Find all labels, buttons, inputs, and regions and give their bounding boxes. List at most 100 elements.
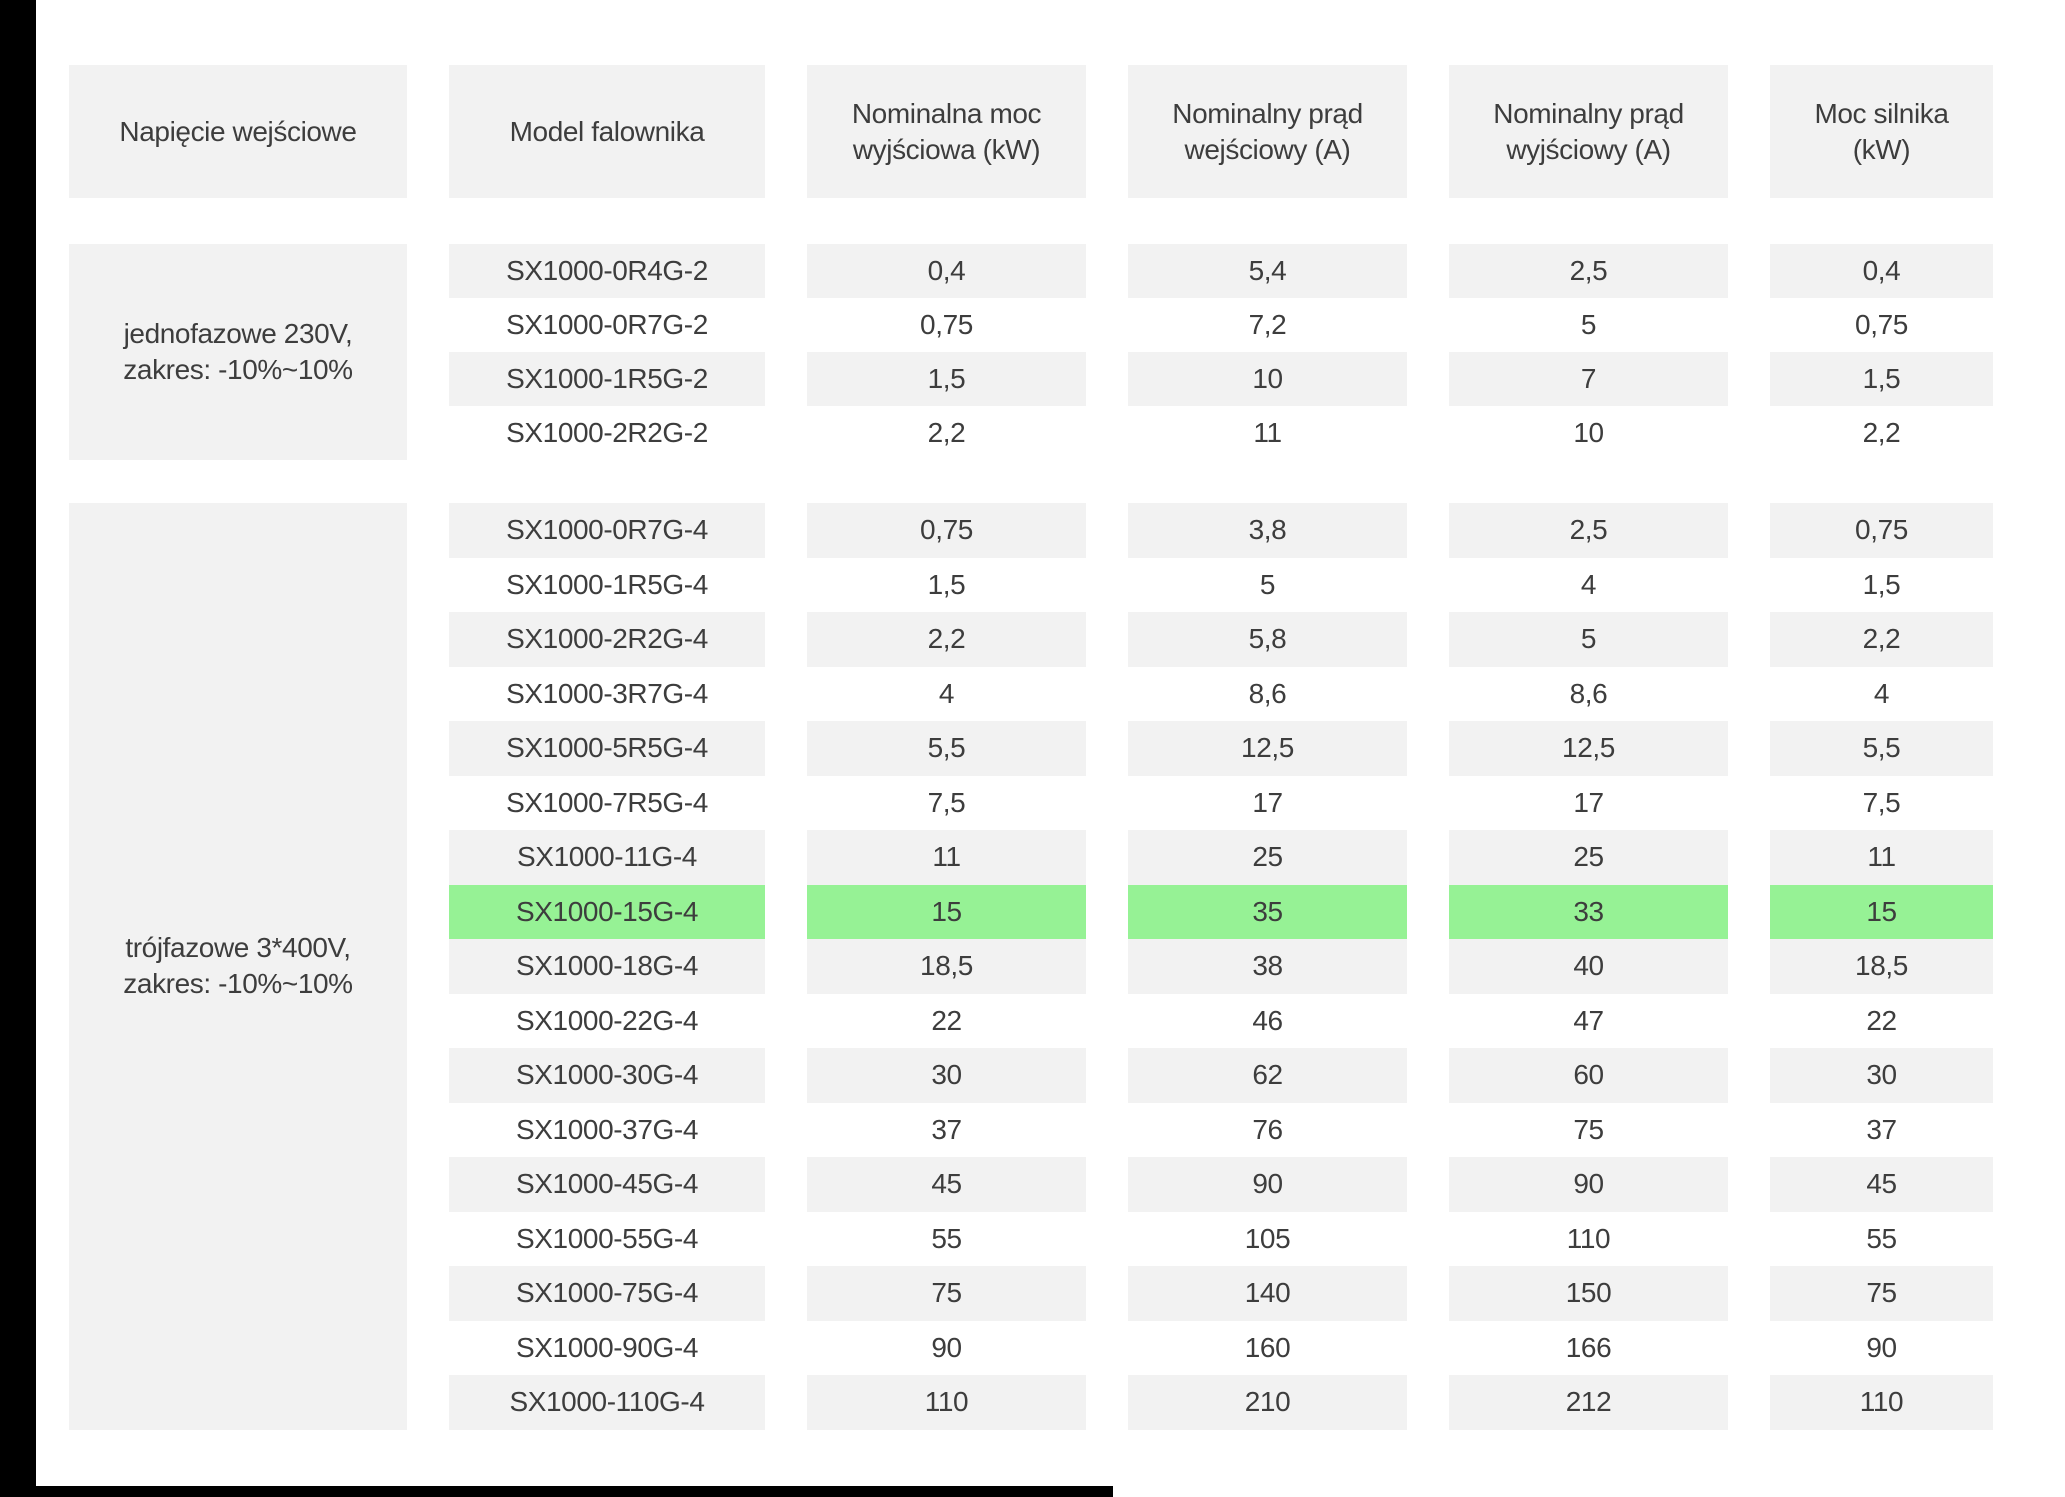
model-cell: SX1000-110G-4 xyxy=(449,1375,765,1430)
value-cell: 0,75 xyxy=(807,298,1086,352)
model-cell: SX1000-15G-4 xyxy=(449,884,765,939)
value-cell: 11 xyxy=(1128,406,1407,460)
value-cell: 105 xyxy=(1128,1211,1407,1266)
model-cell: SX1000-2R2G-4 xyxy=(449,612,765,667)
value-cell: 110 xyxy=(1770,1375,1993,1430)
value-cell: 12,5 xyxy=(1128,721,1407,776)
value-cell: 38 xyxy=(1128,939,1407,994)
voltage-group-label: trójfazowe 3*400V, zakres: -10%~10% xyxy=(69,503,407,1430)
value-cell: 17 xyxy=(1449,775,1728,830)
value-cell: 22 xyxy=(807,993,1086,1048)
value-cell: 25 xyxy=(1128,830,1407,885)
value-cell: 5 xyxy=(1449,298,1728,352)
column-header-moc-silnika: Moc silnika (kW) xyxy=(1770,65,1993,198)
value-cell: 15 xyxy=(807,884,1086,939)
value-cell: 5,5 xyxy=(1770,721,1993,776)
model-cell: SX1000-55G-4 xyxy=(449,1211,765,1266)
voltage-group-label-line: trójfazowe 3*400V, xyxy=(125,932,351,964)
model-cell: SX1000-30G-4 xyxy=(449,1048,765,1103)
voltage-group-label-line: jednofazowe 230V, xyxy=(123,318,353,349)
value-cell: 90 xyxy=(807,1320,1086,1375)
model-cell: SX1000-18G-4 xyxy=(449,939,765,994)
value-cell: 0,75 xyxy=(1770,298,1993,352)
value-cell: 90 xyxy=(1770,1320,1993,1375)
value-cell: 5 xyxy=(1449,612,1728,667)
value-cell: 8,6 xyxy=(1449,666,1728,721)
value-cell: 40 xyxy=(1449,939,1728,994)
value-cell: 7,5 xyxy=(1770,775,1993,830)
voltage-group-label-line: zakres: -10%~10% xyxy=(123,354,353,385)
value-cell: 45 xyxy=(1770,1157,1993,1212)
value-cell: 15 xyxy=(1770,884,1993,939)
value-cell: 0,75 xyxy=(1770,503,1993,558)
column-header-line: Nominalny prąd xyxy=(1172,97,1363,129)
value-cell: 55 xyxy=(1770,1211,1993,1266)
value-cell: 1,5 xyxy=(1770,557,1993,612)
value-cell: 8,6 xyxy=(1128,666,1407,721)
value-cell: 10 xyxy=(1128,352,1407,406)
column-header-napiecie-wejsciowe: Napięcie wejściowe xyxy=(69,65,407,198)
value-cell: 0,4 xyxy=(1770,244,1993,298)
model-cell: SX1000-22G-4 xyxy=(449,993,765,1048)
value-cell: 2,5 xyxy=(1449,503,1728,558)
value-cell: 2,2 xyxy=(807,612,1086,667)
value-cell: 25 xyxy=(1449,830,1728,885)
value-cell: 2,2 xyxy=(807,406,1086,460)
value-cell: 22 xyxy=(1770,993,1993,1048)
value-cell: 5 xyxy=(1128,557,1407,612)
model-cell: SX1000-5R5G-4 xyxy=(449,721,765,776)
model-cell: SX1000-45G-4 xyxy=(449,1157,765,1212)
value-cell: 3,8 xyxy=(1128,503,1407,558)
value-cell: 1,5 xyxy=(807,557,1086,612)
column-header-line: wyjściowa (kW) xyxy=(852,133,1041,165)
value-cell: 75 xyxy=(1770,1266,1993,1321)
column-header-model-falownika: Model falownika xyxy=(449,65,765,198)
model-cell: SX1000-7R5G-4 xyxy=(449,775,765,830)
value-cell: 76 xyxy=(1128,1102,1407,1157)
column-header-line: wejściowy (A) xyxy=(1184,133,1351,165)
column-header-line: (kW) xyxy=(1852,133,1911,165)
column-header-line: Model falownika xyxy=(509,115,705,147)
value-cell: 166 xyxy=(1449,1320,1728,1375)
value-cell: 12,5 xyxy=(1449,721,1728,776)
value-cell: 5,5 xyxy=(807,721,1086,776)
value-cell: 2,2 xyxy=(1770,406,1993,460)
model-cell: SX1000-3R7G-4 xyxy=(449,666,765,721)
value-cell: 110 xyxy=(807,1375,1086,1430)
value-cell: 5,8 xyxy=(1128,612,1407,667)
value-cell: 75 xyxy=(807,1266,1086,1321)
value-cell: 4 xyxy=(807,666,1086,721)
value-cell: 150 xyxy=(1449,1266,1728,1321)
value-cell: 160 xyxy=(1128,1320,1407,1375)
left-edge-bar xyxy=(0,0,36,1497)
value-cell: 17 xyxy=(1128,775,1407,830)
value-cell: 37 xyxy=(1770,1102,1993,1157)
value-cell: 90 xyxy=(1449,1157,1728,1212)
value-cell: 110 xyxy=(1449,1211,1728,1266)
column-header-line: wyjściowy (A) xyxy=(1506,133,1671,165)
model-cell: SX1000-37G-4 xyxy=(449,1102,765,1157)
voltage-group-label-line: zakres: -10%~10% xyxy=(123,968,353,1000)
value-cell: 7,2 xyxy=(1128,298,1407,352)
model-cell: SX1000-0R4G-2 xyxy=(449,244,765,298)
value-cell: 4 xyxy=(1449,557,1728,612)
value-cell: 5,4 xyxy=(1128,244,1407,298)
model-cell: SX1000-1R5G-2 xyxy=(449,352,765,406)
bottom-edge-bar xyxy=(36,1486,1113,1497)
column-header-nominalny-prad-wejsciowy: Nominalny prąd wejściowy (A) xyxy=(1128,65,1407,198)
voltage-group-label: jednofazowe 230V, zakres: -10%~10% xyxy=(69,244,407,460)
model-cell: SX1000-90G-4 xyxy=(449,1320,765,1375)
column-header-nominalny-prad-wyjsciowy: Nominalny prąd wyjściowy (A) xyxy=(1449,65,1728,198)
value-cell: 1,5 xyxy=(1770,352,1993,406)
model-cell: SX1000-2R2G-2 xyxy=(449,406,765,460)
value-cell: 47 xyxy=(1449,993,1728,1048)
value-cell: 11 xyxy=(1770,830,1993,885)
value-cell: 75 xyxy=(1449,1102,1728,1157)
value-cell: 18,5 xyxy=(807,939,1086,994)
value-cell: 10 xyxy=(1449,406,1728,460)
column-header-line: Moc silnika xyxy=(1814,97,1949,129)
value-cell: 30 xyxy=(807,1048,1086,1103)
value-cell: 2,5 xyxy=(1449,244,1728,298)
value-cell: 90 xyxy=(1128,1157,1407,1212)
value-cell: 140 xyxy=(1128,1266,1407,1321)
